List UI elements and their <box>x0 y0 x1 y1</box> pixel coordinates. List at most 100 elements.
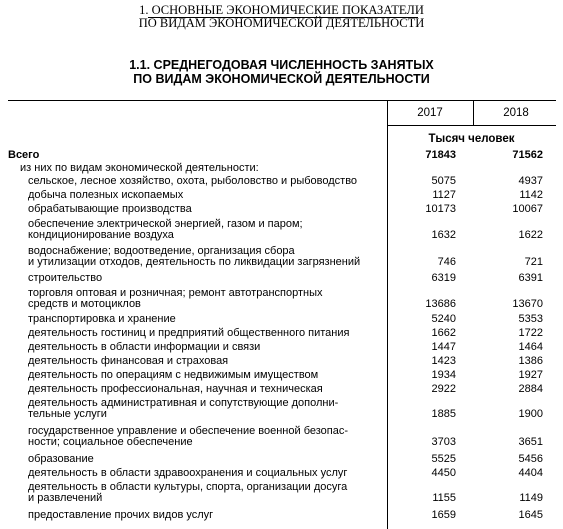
value-2017: 5075 <box>431 175 456 187</box>
row-label-line: деятельность в области информации и связ… <box>28 341 261 353</box>
row-label: обеспечение электрической энергией, газо… <box>28 218 303 242</box>
value-2018: 5353 <box>518 313 543 325</box>
row-label-line: государственное управление и обеспечение… <box>28 425 349 437</box>
column-header-2018: 2018 <box>503 107 529 119</box>
table-row: деятельность по операциям с недвижимым и… <box>0 369 563 381</box>
value-2018: 13670 <box>512 298 543 311</box>
row-label-line: образование <box>28 453 94 465</box>
row-label: деятельность в области здравоохранения и… <box>28 467 348 479</box>
row-label: из них по видам экономической деятельнос… <box>20 162 259 174</box>
row-label: сельское, лесное хозяйство, охота, рыбол… <box>28 175 358 187</box>
table-row: деятельность в области здравоохранения и… <box>0 467 563 479</box>
row-label-line: обеспечение электрической энергией, газо… <box>28 218 303 230</box>
value-2017: 1662 <box>431 327 456 339</box>
row-label-line: Всего <box>8 149 40 161</box>
column-divider-left <box>387 100 388 529</box>
table-row: предоставление прочих видов услуг 1659 164… <box>0 509 563 521</box>
row-label: деятельность гостиниц и предприятий обще… <box>28 327 350 339</box>
value-2017: 1632 <box>431 229 456 242</box>
value-2017: 1127 <box>432 189 456 201</box>
table-row: деятельность профессиональная, научная и… <box>0 383 563 395</box>
value-2017: 10173 <box>425 203 456 215</box>
section-heading-underline <box>148 17 418 18</box>
table-row: сельское, лесное хозяйство, охота, рыбол… <box>0 175 563 187</box>
table-row: образование 5525 5456 <box>0 453 563 465</box>
value-2017: 1659 <box>431 509 456 521</box>
value-2018: 1149 <box>519 492 543 505</box>
value-2017: 1423 <box>431 355 456 367</box>
row-label-line: ности; социальное обеспечение <box>28 436 193 449</box>
row-label-line: деятельность финансовая и страховая <box>28 355 229 367</box>
row-label: образование <box>28 453 94 465</box>
value-2018: 1622 <box>518 229 543 242</box>
column-divider-years <box>473 100 474 126</box>
value-2017: 746 <box>437 256 456 269</box>
row-label-line: кондиционирование воздуха <box>28 229 174 242</box>
table-title: 1.1. СРЕДНЕГОДОВАЯ ЧИСЛЕННОСТЬ ЗАНЯТЫХ П… <box>0 58 563 86</box>
table-row: Всего 71843 71562 <box>0 149 563 161</box>
row-label-line: и развлечений <box>28 492 103 505</box>
value-2017: 6319 <box>431 272 456 284</box>
value-2017: 2922 <box>431 383 456 395</box>
value-2018: 1464 <box>518 341 543 353</box>
row-label-line: деятельность по операциям с недвижимым и… <box>28 369 319 381</box>
value-2017: 5240 <box>431 313 456 325</box>
row-label-line: предоставление прочих видов услуг <box>28 509 214 521</box>
table-row: торговля оптовая и розничная; ремонт авт… <box>0 287 563 311</box>
row-label-line: обрабатывающие производства <box>28 203 192 215</box>
value-2018: 4404 <box>518 467 543 479</box>
row-label: деятельность в области информации и связ… <box>28 341 261 353</box>
value-2017: 4450 <box>431 467 456 479</box>
units-label: Тысяч человек <box>428 133 515 145</box>
row-label: строительство <box>28 272 103 284</box>
row-label-line: деятельность в области культуры, спорта,… <box>28 481 348 493</box>
row-label-line: деятельность административная и сопутств… <box>28 397 339 409</box>
table-row: деятельность гостиниц и предприятий обще… <box>0 327 563 339</box>
row-label: деятельность финансовая и страховая <box>28 355 229 367</box>
row-label: предоставление прочих видов услуг <box>28 509 214 521</box>
section-heading-line1: 1. ОСНОВНЫЕ ЭКОНОМИЧЕСКИЕ ПОКАЗАТЕЛИ <box>139 3 424 17</box>
row-label-line: сельское, лесное хозяйство, охота, рыбол… <box>28 175 358 187</box>
row-label-line: и утилизации отходов, деятельность по ли… <box>28 256 361 269</box>
row-label: добыча полезных ископаемых <box>28 189 183 201</box>
value-2018: 4937 <box>518 175 543 187</box>
row-label: водоснабжение; водоотведение, организаци… <box>28 245 361 269</box>
table-row: добыча полезных ископаемых 1127 1142 <box>0 189 563 201</box>
section-heading-line2: ПО ВИДАМ ЭКОНОМИЧЕСКОЙ ДЕЯТЕЛЬНОСТИ <box>138 16 425 30</box>
row-label: обрабатывающие производства <box>28 203 192 215</box>
value-2017: 1155 <box>432 492 456 505</box>
value-2017: 1447 <box>431 341 456 353</box>
value-2017: 5525 <box>431 453 456 465</box>
row-label-line: водоснабжение; водоотведение, организаци… <box>28 245 295 257</box>
value-2018: 1645 <box>518 509 543 521</box>
value-2018: 1927 <box>518 369 543 381</box>
table-row: деятельность в области культуры, спорта,… <box>0 481 563 505</box>
table-top-rule <box>8 100 556 101</box>
value-2018: 1722 <box>518 327 543 339</box>
row-label: государственное управление и обеспечение… <box>28 425 349 449</box>
value-2018: 6391 <box>518 272 543 284</box>
value-2017: 1934 <box>431 369 456 381</box>
row-label-line: тельные услуги <box>28 408 107 421</box>
column-header-2017: 2017 <box>417 107 443 119</box>
table-row: из них по видам экономической деятельнос… <box>0 162 563 174</box>
value-2018: 1142 <box>519 189 543 201</box>
value-2017: 3703 <box>431 436 456 449</box>
table-row: транспортировка и хранение 5240 5353 <box>0 313 563 325</box>
table-row: обрабатывающие производства 10173 10067 <box>0 203 563 215</box>
table-row: обеспечение электрической энергией, газо… <box>0 218 563 242</box>
value-2018: 721 <box>524 256 543 269</box>
row-label: транспортировка и хранение <box>28 313 176 325</box>
row-label-line: транспортировка и хранение <box>28 313 176 325</box>
row-label: торговля оптовая и розничная; ремонт авт… <box>28 287 323 310</box>
row-label-line: строительство <box>28 272 103 284</box>
table-row: деятельность административная и сопутств… <box>0 397 563 421</box>
row-label-line: деятельность профессиональная, научная и… <box>28 383 323 395</box>
table-row: строительство 6319 6391 <box>0 272 563 284</box>
row-label-line: из них по видам экономической деятельнос… <box>20 162 259 174</box>
row-label-line: деятельность гостиниц и предприятий обще… <box>28 327 350 339</box>
value-2018: 5456 <box>518 453 543 465</box>
value-2018: 10067 <box>512 203 543 215</box>
row-label: деятельность профессиональная, научная и… <box>28 383 323 395</box>
row-label-line: деятельность в области здравоохранения и… <box>28 467 348 479</box>
